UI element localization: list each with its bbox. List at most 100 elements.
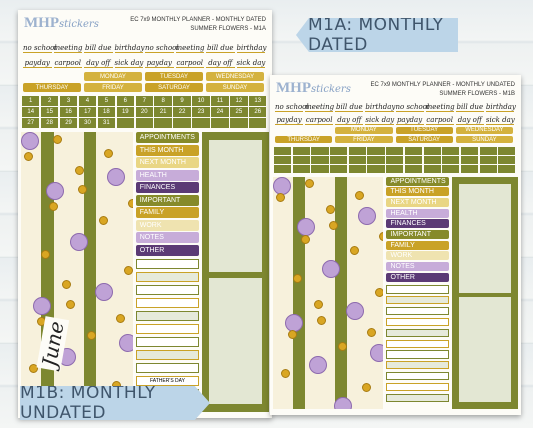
date-box [423, 146, 441, 155]
date-box [274, 155, 292, 164]
flower-purple [345, 302, 364, 321]
flower-yellow [374, 288, 384, 298]
blank-box [386, 339, 450, 348]
word-sticker: payday [275, 115, 304, 125]
flower-yellow [362, 383, 372, 393]
word-sticker: birthday [365, 103, 396, 113]
date-box [292, 146, 310, 155]
flower-purple [285, 313, 304, 332]
date-box [274, 146, 292, 155]
date-box [479, 155, 497, 164]
word-sticker: day off [206, 59, 235, 68]
blank-box [135, 350, 200, 360]
date-box [442, 165, 460, 173]
day-sticker: WEDNESDAY [455, 126, 513, 135]
sheet-title: EC 7x9 MONTHLY PLANNER - MONTHLY DATED [130, 17, 266, 23]
header-sticker: APPOINTMENTS [135, 132, 200, 143]
header-sticker: WORK [386, 251, 450, 261]
word-sticker: no school [145, 44, 179, 53]
date-box [479, 165, 497, 173]
day-sticker: FRIDAY [335, 135, 393, 144]
header-sticker: FINANCES [386, 219, 450, 229]
date-box [367, 155, 385, 164]
label-top: M1A: MONTHLY DATED [296, 18, 458, 52]
header-sticker: APPOINTMENTS [386, 176, 450, 186]
blank-box [135, 298, 200, 308]
flower-yellow [379, 232, 384, 242]
date-box [386, 165, 404, 173]
word-sticker: carpool [305, 115, 334, 125]
date-box [348, 165, 366, 173]
blank-box [135, 272, 200, 282]
blank-box [386, 372, 450, 381]
date-box: 4 [78, 96, 97, 106]
word-sticker: sick day [485, 115, 515, 125]
floral-panel [273, 176, 384, 409]
date-box: 13 [249, 96, 267, 106]
blank-box [386, 317, 450, 327]
word-sticker: carpool [175, 59, 204, 68]
header-sticker: HEALTH [386, 208, 450, 218]
flower-yellow [288, 329, 298, 339]
stripe [83, 132, 97, 412]
word-sticker: birthday [114, 44, 145, 53]
flower-yellow [354, 190, 364, 200]
date-box [173, 118, 191, 128]
date-box [498, 146, 516, 155]
word-sticker: sick day [236, 59, 266, 68]
header-sticker: IMPORTANT [135, 194, 200, 206]
notes-column [452, 176, 518, 409]
word-sticker: meeting [175, 44, 205, 53]
notes-box [208, 140, 263, 272]
date-box [311, 155, 329, 164]
flower-yellow [74, 165, 84, 175]
blank-box [135, 311, 200, 321]
flower-purple [107, 168, 126, 187]
word-sticker: day off [335, 116, 364, 125]
flower-yellow [329, 220, 339, 230]
blank-box [386, 382, 450, 392]
blank-box [386, 350, 450, 359]
flower-yellow [280, 369, 290, 379]
date-box [154, 118, 172, 128]
header-sticker: NOTES [135, 232, 200, 243]
date-box [460, 155, 479, 164]
word-sticker: payday [145, 59, 174, 68]
flower-purple [358, 206, 377, 225]
header-sticker: FAMILY [135, 207, 200, 218]
header-sticker: FINANCES [135, 182, 200, 193]
label-text: M1B: MONTHLY UNDATED [20, 383, 156, 423]
date-box [460, 165, 479, 173]
sheet-subtitle: SUMMER FLOWERS - M1B [439, 91, 515, 97]
flower-yellow [313, 299, 323, 309]
day-sticker: SUNDAY [455, 135, 513, 144]
flower-purple [321, 260, 340, 279]
date-box: 31 [97, 118, 116, 128]
date-box [386, 155, 404, 164]
date-box [116, 118, 135, 128]
date-box: 14 [22, 107, 40, 117]
header-sticker: THIS MONTH [386, 187, 450, 197]
day-sticker: SATURDAY [395, 135, 453, 144]
date-box [404, 146, 423, 155]
blank-box [135, 324, 200, 334]
flower-purple [309, 355, 328, 374]
word-sticker: no school [23, 44, 57, 53]
blank-box [386, 328, 450, 337]
date-box [367, 165, 385, 173]
date-box: 23 [192, 107, 210, 117]
date-box [311, 165, 329, 173]
sheet-title: EC 7x9 MONTHLY PLANNER - MONTHLY UNDATED [370, 82, 515, 88]
header-sticker: NEXT MONTH [386, 198, 450, 208]
flower-yellow [115, 314, 125, 323]
header-sticker: NEXT MONTH [135, 157, 200, 168]
day-sticker: THURSDAY [275, 135, 333, 144]
header-sticker: NOTES [386, 262, 450, 272]
date-box: 22 [173, 107, 191, 117]
word-sticker: bill due [455, 103, 484, 113]
flower-purple [273, 176, 291, 195]
word-sticker: meeting [53, 44, 83, 53]
date-box [348, 146, 366, 155]
header-sticker: FAMILY [386, 240, 450, 250]
logo-main: MHP [276, 80, 311, 96]
